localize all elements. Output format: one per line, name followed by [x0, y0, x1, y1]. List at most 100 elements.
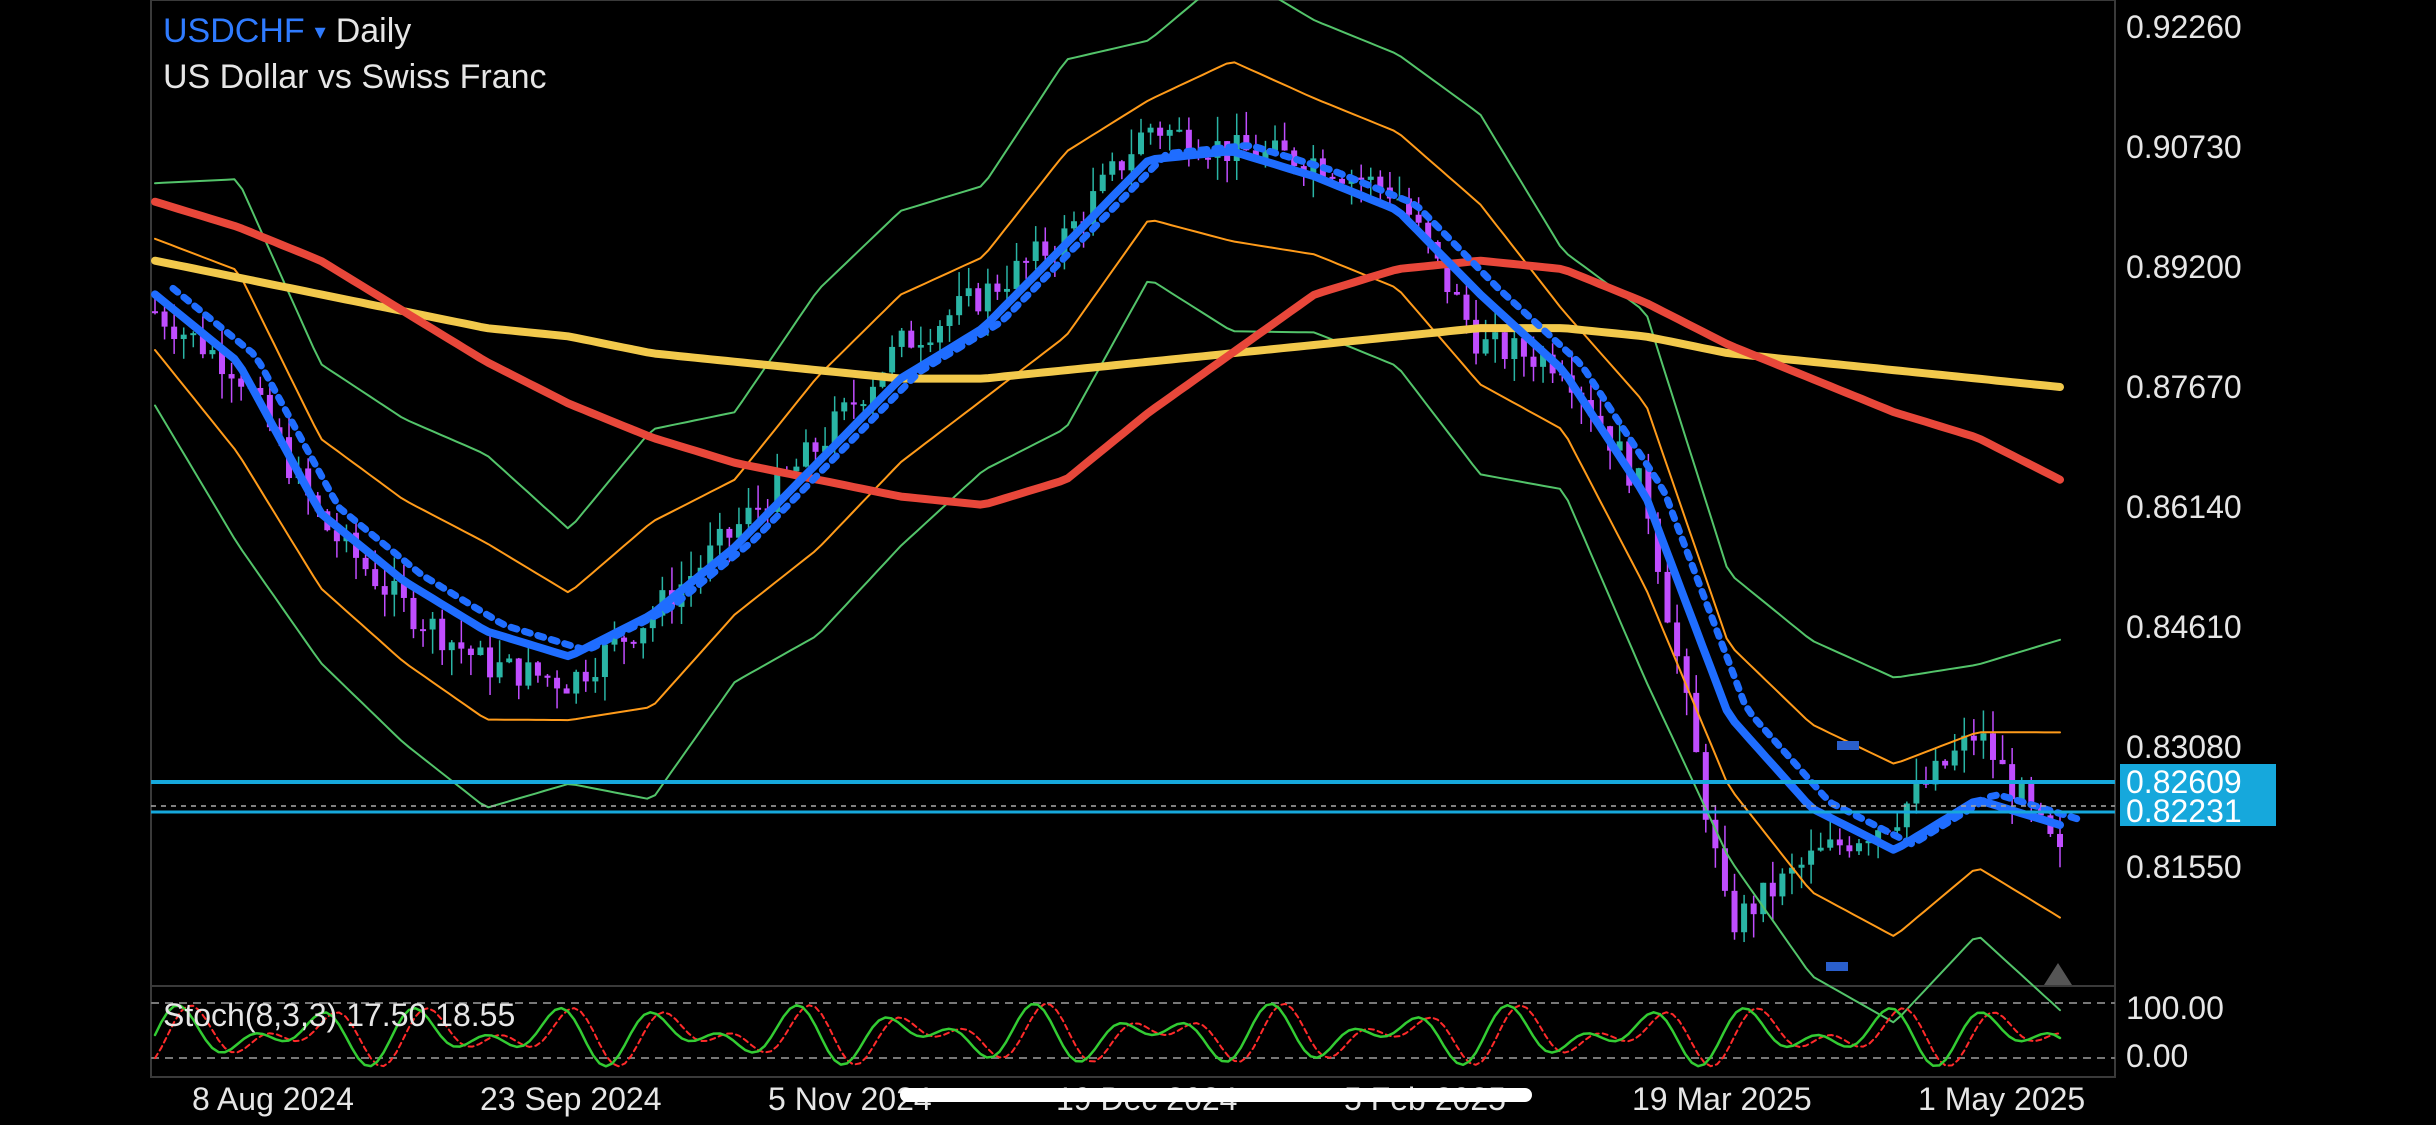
candle-body — [2037, 805, 2044, 816]
candle-body — [1779, 873, 1786, 897]
candle-body — [1272, 140, 1279, 151]
candle-body — [573, 671, 580, 694]
price-highlight-lower: 0.82231 — [2120, 795, 2276, 827]
candle-body — [649, 615, 656, 629]
candle-body — [1654, 518, 1661, 572]
candle-body — [410, 597, 417, 630]
candle-body — [1664, 571, 1671, 623]
candle-body — [1205, 157, 1212, 160]
ma-slow-yellow-line — [151, 256, 2064, 391]
candle-body — [1989, 733, 1996, 760]
candle-body — [850, 402, 857, 405]
candle-body — [1415, 214, 1422, 223]
candle-body — [889, 346, 896, 373]
candle-body — [534, 662, 541, 676]
candle-body — [640, 628, 647, 644]
timeframe-label[interactable]: Daily — [335, 12, 412, 50]
marker-top — [1837, 741, 1859, 750]
candle-body — [1683, 656, 1690, 693]
candle-body — [1185, 129, 1192, 155]
candle-body — [1865, 840, 1872, 844]
candle-body — [1406, 198, 1413, 215]
candle-body — [152, 311, 158, 314]
candle-body — [1932, 760, 1939, 785]
candle-body — [400, 580, 407, 598]
candle-body — [219, 350, 226, 375]
candle-body — [563, 688, 570, 694]
candle-body — [1138, 132, 1145, 155]
stochastic-lines — [153, 1002, 2062, 1068]
candle-body — [429, 618, 436, 630]
candle-body — [1358, 177, 1365, 180]
candle-body — [1425, 222, 1432, 242]
candle-body — [908, 330, 915, 348]
candle-body — [1444, 258, 1451, 292]
candle-body — [841, 402, 848, 412]
bollinger-outer-upper-line — [154, 0, 2061, 679]
candle-body — [1903, 803, 1910, 828]
candle-body — [1702, 752, 1709, 820]
candle-body — [1951, 750, 1958, 766]
candlesticks — [152, 111, 2063, 943]
ma-slow-red-line — [151, 197, 2064, 509]
candle-body — [1492, 332, 1499, 340]
candle-body — [812, 442, 819, 452]
candle-body — [831, 411, 838, 446]
candle-body — [898, 330, 905, 347]
candle-body — [228, 374, 235, 379]
candle-body — [822, 445, 829, 452]
candle-body — [266, 394, 273, 428]
candle-body — [458, 642, 465, 649]
candle-body — [1693, 692, 1700, 753]
home-indicator[interactable] — [900, 1088, 1532, 1102]
candle-body — [1377, 176, 1384, 188]
candle-body — [1961, 735, 1968, 751]
candle-body — [381, 586, 388, 595]
candle-body — [1808, 850, 1815, 865]
candle-body — [515, 658, 522, 686]
candle-body — [1760, 882, 1767, 915]
candle-body — [1999, 759, 2006, 765]
candle-body — [1540, 354, 1547, 367]
candle-body — [180, 334, 187, 340]
marker-bottom — [1826, 962, 1848, 971]
candle-body — [1836, 839, 1843, 846]
candle-body — [1003, 288, 1010, 292]
candle-body — [2057, 833, 2063, 848]
candle-body — [1501, 332, 1508, 360]
price-tick: 0.87670 — [2126, 369, 2242, 405]
price-tick: 0.89200 — [2126, 249, 2242, 285]
stoch-signal-line — [154, 1002, 2061, 1068]
candle-body — [1750, 903, 1757, 915]
date-tick: 19 Mar 2025 — [1632, 1081, 1812, 1117]
candle-body — [487, 647, 494, 678]
candle-body — [601, 644, 608, 678]
candle-body — [1157, 127, 1164, 136]
candle-body — [420, 629, 427, 632]
symbol-name[interactable]: USDCHF — [163, 12, 305, 50]
stoch-main-line — [153, 1002, 2062, 1068]
candle-body — [2028, 783, 2035, 806]
dropdown-caret-icon[interactable]: ▾ — [314, 18, 326, 44]
candle-body — [735, 524, 742, 538]
candle-body — [1013, 260, 1020, 289]
candle-body — [554, 677, 561, 689]
indicator-overlays — [151, 0, 2082, 1024]
candle-body — [956, 296, 963, 316]
candle-body — [793, 466, 800, 472]
candle-body — [1741, 903, 1748, 933]
bollinger-outer-lower-line — [154, 280, 2061, 1024]
candle-body — [496, 662, 503, 678]
candle-body — [1176, 129, 1183, 132]
price-tick: 0.86140 — [2126, 489, 2242, 525]
candle-body — [1875, 830, 1882, 841]
candle-body — [716, 528, 723, 546]
candle-body — [1942, 760, 1949, 766]
symbol-selector[interactable]: USDCHF ▾ Daily — [163, 12, 411, 51]
candle-body — [333, 530, 340, 542]
candle-body — [448, 642, 455, 651]
candle-body — [927, 342, 934, 346]
symbol-description: US Dollar vs Swiss Franc — [163, 58, 547, 96]
candle-body — [1482, 339, 1489, 354]
